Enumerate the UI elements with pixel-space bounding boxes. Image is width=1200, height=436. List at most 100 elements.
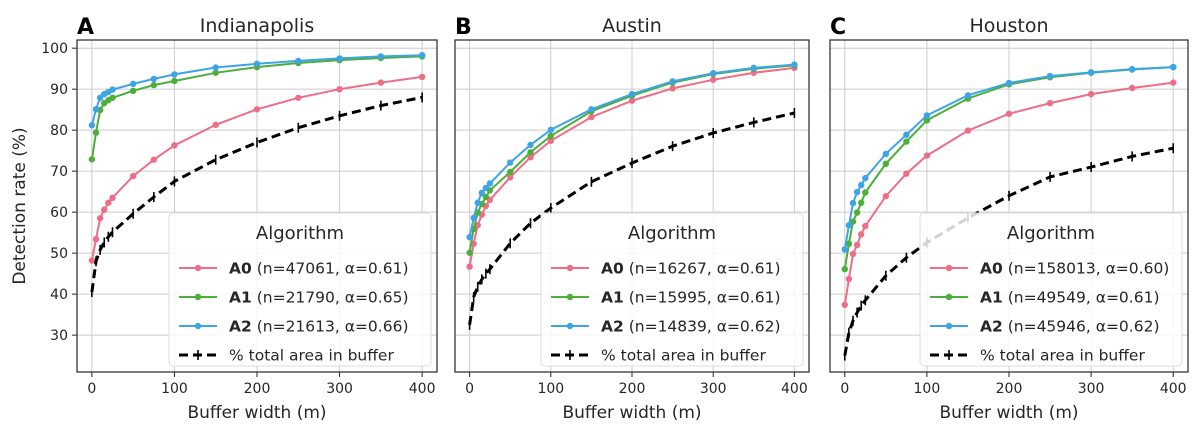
x-tick-label: 200: [619, 381, 646, 397]
data-point-a0: [628, 97, 636, 104]
data-point-a2: [377, 53, 385, 60]
data-point-a0: [862, 222, 869, 230]
legend-title: Algorithm: [256, 223, 344, 244]
data-point-a2: [92, 106, 100, 113]
data-point-a2: [1128, 65, 1136, 73]
data-point-a0: [418, 73, 426, 81]
data-point-a1: [129, 87, 137, 95]
data-point-a2: [474, 199, 481, 206]
data-point-a0: [109, 194, 116, 202]
x-tick-label: 0: [87, 381, 96, 397]
data-point-a1: [903, 138, 910, 145]
panel-letter: A: [77, 15, 94, 40]
legend-entry-name: A2: [980, 318, 1003, 336]
data-point-a0: [377, 79, 385, 86]
y-tick-label: 50: [50, 246, 68, 262]
data-point-a2: [212, 64, 219, 71]
legend-entry-name: A1: [229, 289, 252, 307]
legend-entry-detail: (n=14839, α=0.62): [624, 318, 781, 336]
data-point-a2: [478, 189, 485, 197]
data-point-a0: [88, 257, 96, 264]
data-point-a1: [212, 69, 219, 76]
data-point-a2: [295, 57, 302, 65]
x-axis-label: Buffer width (m): [187, 403, 326, 423]
data-point-a2: [709, 70, 717, 77]
data-point-a2: [171, 71, 178, 78]
data-point-a2: [882, 150, 890, 158]
data-point-a0: [853, 241, 861, 249]
legend-entry: A0 (n=16267, α=0.61): [601, 260, 781, 278]
y-axis-label: Detection rate (%): [10, 127, 30, 284]
x-tick-label: 300: [1078, 381, 1105, 397]
data-point-a1: [171, 77, 178, 85]
data-point-a1: [853, 209, 861, 216]
x-tick-label: 200: [996, 381, 1023, 397]
legend-entry-name: A2: [601, 318, 624, 336]
legend-marker-a1: [194, 293, 202, 301]
data-point-a0: [507, 174, 514, 181]
data-point-a2: [628, 90, 636, 98]
data-point-a0: [1128, 84, 1136, 92]
x-axis-label: Buffer width (m): [562, 403, 701, 423]
data-point-a0: [1170, 79, 1177, 86]
data-point-a0: [129, 172, 137, 180]
data-point-a2: [1005, 79, 1013, 87]
legend-marker-a1: [566, 293, 574, 301]
data-point-a2: [1170, 63, 1177, 71]
x-tick-label: 300: [700, 381, 727, 397]
legend-entry-detail: (n=47061, α=0.61): [252, 260, 409, 278]
data-point-a2: [482, 184, 490, 192]
legend-entry-name: A0: [601, 260, 624, 278]
data-point-a2: [336, 55, 343, 62]
data-point-a2: [253, 60, 261, 67]
legend-entry-name: A1: [980, 289, 1003, 307]
data-point-a0: [336, 85, 343, 93]
data-point-a0: [1005, 110, 1013, 117]
legend-marker-a1: [945, 293, 953, 301]
data-point-a2: [1087, 69, 1095, 76]
data-point-a0: [903, 170, 910, 177]
x-tick-label: 200: [244, 381, 271, 397]
data-point-a1: [92, 129, 100, 136]
x-tick-label: 100: [914, 381, 941, 397]
legend-entry-detail: (n=21613, α=0.66): [252, 318, 409, 336]
data-point-a2: [841, 246, 848, 253]
data-point-a2: [858, 181, 865, 189]
data-point-a0: [1087, 90, 1095, 98]
legend-entry: A0 (n=47061, α=0.61): [229, 260, 409, 278]
data-point-a0: [1046, 99, 1054, 107]
legend-entry: A2 (n=45946, α=0.62): [980, 318, 1160, 336]
legend-entry-detail: (n=158013, α=0.60): [1003, 260, 1170, 278]
x-tick-label: 0: [465, 381, 474, 397]
data-point-a2: [109, 86, 116, 93]
legend-entry: % total area in buffer: [229, 347, 394, 365]
data-point-a0: [841, 301, 848, 308]
data-point-a2: [96, 94, 104, 101]
data-point-a1: [527, 149, 534, 156]
x-tick-label: 300: [326, 381, 353, 397]
legend-marker-a0: [945, 264, 953, 272]
y-tick-label: 30: [50, 328, 68, 344]
y-tick-label: 90: [50, 82, 68, 98]
y-tick-label: 40: [50, 287, 68, 303]
data-point-a2: [845, 222, 853, 229]
data-point-a2: [150, 75, 157, 83]
data-point-a1: [150, 81, 157, 89]
data-point-a1: [841, 265, 848, 273]
data-point-a0: [150, 156, 157, 163]
data-point-a1: [845, 240, 853, 247]
data-point-a0: [547, 137, 555, 145]
data-point-a2: [466, 233, 473, 241]
series-line-area: [468, 111, 795, 326]
data-point-a0: [923, 152, 931, 159]
panel-letter: B: [455, 15, 472, 40]
data-point-a0: [96, 215, 104, 222]
data-point-a2: [750, 64, 757, 72]
legend-entry-detail: (n=15995, α=0.61): [624, 289, 781, 307]
x-axis-label: Buffer width (m): [939, 403, 1078, 423]
panel-title: Houston: [970, 15, 1049, 37]
legend-entry: A2 (n=14839, α=0.62): [601, 318, 781, 336]
data-point-a0: [527, 154, 534, 161]
legend-entry-name: A2: [229, 318, 252, 336]
